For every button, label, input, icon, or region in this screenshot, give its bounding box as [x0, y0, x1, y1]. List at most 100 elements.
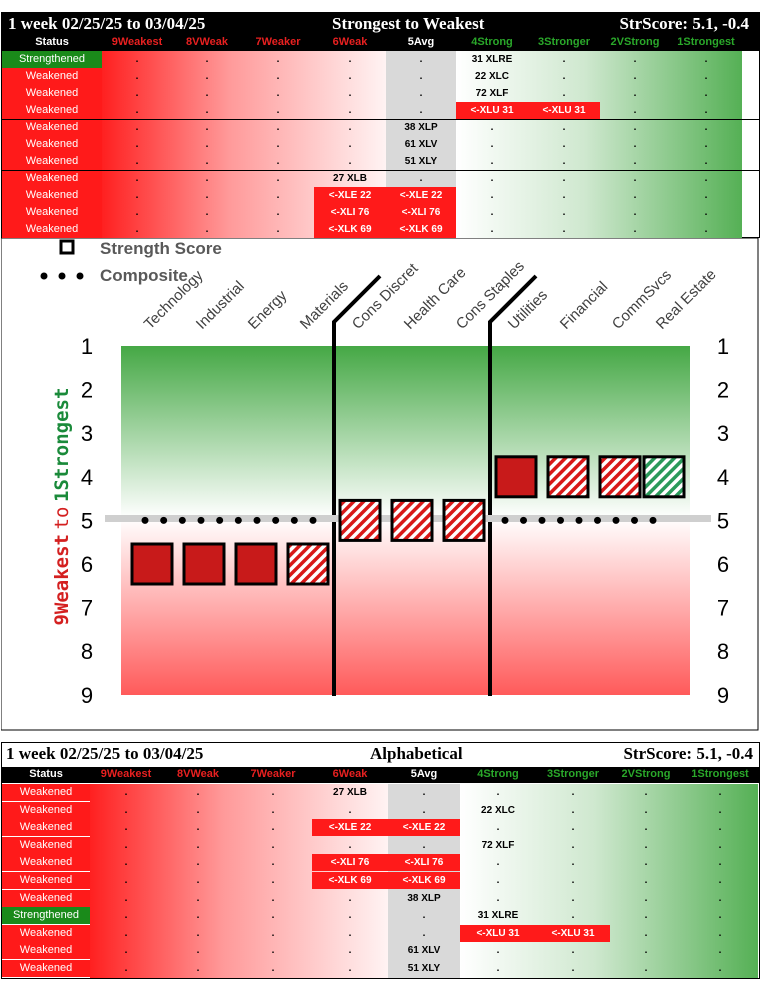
table-cell: .	[422, 927, 426, 939]
top-table-header: 1 week 02/25/25 to 03/04/25 Strongest to…	[2, 13, 759, 35]
table-cell: .	[718, 857, 722, 869]
top-table-panel: 1 week 02/25/25 to 03/04/25 Strongest to…	[1, 12, 760, 238]
composite-dot	[272, 516, 280, 524]
table-cell: <-XLK 69	[314, 221, 386, 238]
column-header: 7Weaker	[250, 768, 296, 780]
y-tick-label-right: 8	[717, 639, 729, 664]
table-cell: .	[124, 839, 128, 851]
table-cell: .	[644, 857, 648, 869]
composite-dot	[290, 516, 298, 524]
table-cell: .	[704, 224, 708, 235]
y-label-strong: 1Strongest	[51, 388, 73, 502]
table-cell: .	[271, 857, 275, 869]
bottom-period: 1 week 02/25/25 to 03/04/25	[6, 744, 204, 763]
table-cell: .	[704, 54, 708, 65]
status-cell: Weakened	[2, 924, 90, 942]
top-column-headers: Status 9Weakest 8VWeak 7Weaker 6Weak 5Avg 4Str…	[2, 35, 759, 51]
table-cell: .	[124, 804, 128, 816]
column-header: 6Weak	[332, 768, 368, 780]
table-cell: .	[135, 122, 139, 133]
table-cell: .	[718, 804, 722, 816]
table-cell: .	[419, 88, 423, 99]
table-cell: .	[571, 945, 575, 957]
bottom-score: StrScore: 5.1, -0.4	[623, 744, 753, 763]
legend-composite: Composite	[100, 266, 188, 285]
table-cell: .	[196, 804, 200, 816]
strong-zone-bg	[456, 51, 742, 238]
legend: Strength Score Composite	[40, 239, 222, 285]
table-cell: .	[571, 839, 575, 851]
table-cell: .	[718, 875, 722, 886]
table-cell: .	[718, 839, 722, 851]
table-cell: .	[135, 88, 139, 99]
strength-marker	[494, 455, 538, 499]
table-cell: .	[348, 156, 352, 167]
status-cell: Weakened	[2, 136, 102, 153]
table-cell: .	[276, 224, 280, 235]
table-cell: .	[135, 54, 139, 65]
table-cell: .	[490, 122, 494, 133]
top-table-grid: Strengthened..... 31 XLRE... Weakened.....…	[2, 51, 759, 238]
y-tick-label-right: 5	[717, 508, 729, 533]
table-cell: .	[644, 927, 648, 939]
table-cell: .	[718, 910, 722, 922]
x-tick-label: Utilities	[505, 287, 551, 333]
table-cell: .	[271, 945, 275, 957]
table-cell: .	[124, 927, 128, 939]
table-cell: .	[276, 71, 280, 82]
table-cell: .	[562, 54, 566, 65]
y-tick-label-left: 3	[81, 421, 93, 446]
composite-dot	[520, 516, 527, 524]
table-cell: .	[633, 156, 637, 167]
status-cell: Weakened	[2, 784, 90, 801]
composite-dot	[594, 516, 601, 524]
table-cell: <-XLI 76	[386, 204, 456, 221]
table-cell: .	[124, 892, 128, 904]
table-cell: .	[704, 207, 708, 218]
column-header: 3Stronger	[538, 36, 590, 48]
table-cell: <-XLU 31	[528, 102, 600, 119]
table-cell: .	[704, 105, 708, 116]
table-cell: .	[276, 54, 280, 65]
table-cell: .	[271, 963, 275, 974]
column-header: 4Strong	[471, 36, 513, 48]
table-cell: 22 XLC	[481, 804, 515, 816]
column-header: 1Strongest	[691, 768, 749, 780]
group-separator	[2, 170, 759, 171]
y-tick-label-left: 8	[81, 639, 93, 664]
table-cell: .	[276, 122, 280, 133]
status-cell: Weakened	[2, 204, 102, 221]
table-cell: .	[633, 224, 637, 235]
group-divider-line	[488, 274, 538, 696]
composite-dot	[234, 516, 242, 524]
group-separator	[2, 119, 759, 120]
table-cell: .	[196, 822, 200, 834]
table-cell: .	[271, 910, 275, 922]
table-cell: 38 XLP	[407, 892, 441, 904]
top-period: 1 week 02/25/25 to 03/04/25	[8, 14, 206, 33]
column-header: Status	[35, 36, 69, 48]
table-cell: .	[419, 71, 423, 82]
table-cell: .	[571, 875, 575, 886]
table-cell: .	[718, 892, 722, 904]
y-label-to: to	[51, 507, 73, 530]
table-cell: 27 XLB	[333, 787, 367, 798]
table-cell: .	[124, 787, 128, 798]
table-cell: .	[271, 787, 275, 798]
table-cell: .	[571, 822, 575, 834]
y-ticks-left: 1 2 3 4 5 6 7 8 9	[81, 334, 93, 708]
table-cell: .	[196, 787, 200, 798]
legend-dot-icon	[40, 272, 48, 280]
top-title: Strongest to Weakest	[332, 14, 485, 33]
y-tick-label-right: 4	[717, 465, 729, 490]
composite-dot	[253, 516, 261, 524]
composite-dot	[141, 516, 149, 524]
column-header: Status	[29, 768, 63, 780]
strength-marker	[338, 498, 382, 542]
column-header: 8VWeak	[186, 36, 228, 48]
table-cell: .	[633, 105, 637, 116]
table-cell: .	[348, 71, 352, 82]
table-cell: .	[348, 910, 352, 922]
table-cell: .	[633, 88, 637, 99]
strength-marker	[390, 498, 434, 542]
